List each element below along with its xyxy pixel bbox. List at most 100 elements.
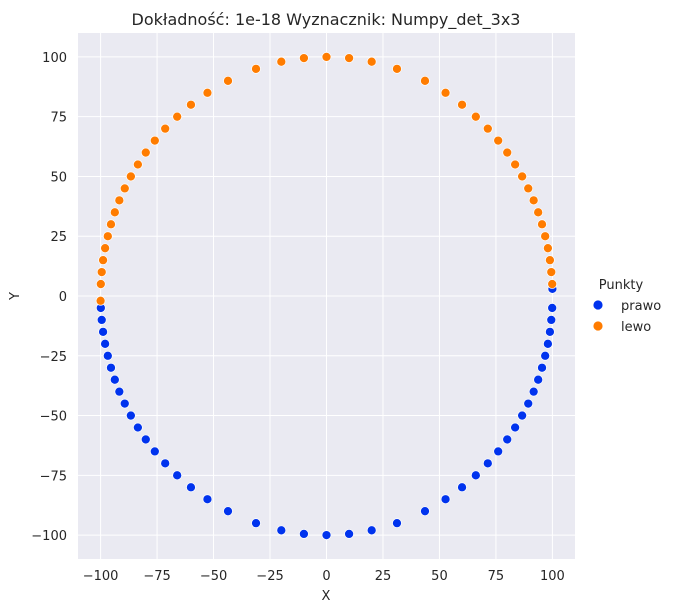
scatter-point-lewo bbox=[149, 135, 160, 146]
scatter-point-lewo bbox=[470, 111, 481, 122]
x-tick-label: 75 bbox=[488, 569, 505, 584]
scatter-point-prawo bbox=[545, 327, 555, 337]
scatter-point-prawo bbox=[276, 525, 287, 536]
x-tick-label: 25 bbox=[375, 569, 392, 584]
scatter-point-lewo bbox=[392, 64, 402, 74]
scatter-point-prawo bbox=[440, 494, 451, 505]
scatter-point-lewo bbox=[545, 255, 555, 265]
scatter-point-lewo bbox=[133, 159, 143, 170]
x-axis-label: X bbox=[322, 589, 331, 604]
scatter-point-lewo bbox=[321, 52, 332, 62]
scatter-point-lewo bbox=[523, 183, 534, 194]
scatter-point-prawo bbox=[100, 338, 110, 349]
scatter-point-prawo bbox=[96, 315, 107, 325]
scatter-point-lewo bbox=[344, 53, 354, 63]
scatter-point-lewo bbox=[546, 267, 557, 277]
scatter-point-prawo bbox=[321, 530, 332, 540]
scatter-point-lewo bbox=[106, 219, 116, 230]
scatter-point-lewo bbox=[114, 195, 125, 206]
scatter-point-lewo bbox=[540, 231, 551, 242]
scatter-point-prawo bbox=[482, 458, 493, 469]
scatter-point-prawo bbox=[537, 362, 547, 373]
scatter-point-lewo bbox=[440, 87, 451, 98]
scatter-point-lewo bbox=[172, 111, 183, 122]
scatter-point-prawo bbox=[543, 338, 553, 349]
scatter-point-lewo bbox=[543, 243, 553, 254]
y-tick-label: 75 bbox=[50, 111, 67, 126]
y-tick-label: −25 bbox=[40, 350, 67, 365]
scatter-point-prawo bbox=[493, 446, 504, 457]
x-tick-label: −25 bbox=[256, 569, 283, 584]
x-tick-label: 0 bbox=[322, 569, 330, 584]
x-tick-label: 50 bbox=[431, 569, 448, 584]
legend-label-prawo: prawo bbox=[621, 299, 661, 314]
scatter-point-prawo bbox=[106, 362, 116, 373]
scatter-point-prawo bbox=[119, 398, 130, 409]
scatter-point-prawo bbox=[546, 315, 557, 325]
scatter-point-prawo bbox=[470, 470, 481, 481]
scatter-point-lewo bbox=[276, 56, 287, 67]
scatter-point-lewo bbox=[547, 279, 558, 289]
scatter-point-prawo bbox=[109, 374, 120, 385]
scatter-point-lewo bbox=[251, 64, 261, 74]
y-tick-label: −100 bbox=[31, 529, 67, 544]
scatter-point-lewo bbox=[119, 183, 130, 194]
scatter-point-prawo bbox=[523, 398, 534, 409]
x-tick-label: −100 bbox=[83, 569, 119, 584]
scatter-point-lewo bbox=[457, 99, 467, 110]
scatter-point-lewo bbox=[510, 159, 520, 170]
scatter-point-prawo bbox=[202, 494, 213, 505]
scatter-point-lewo bbox=[202, 87, 213, 98]
legend-marker-lewo bbox=[592, 320, 604, 332]
scatter-point-lewo bbox=[482, 123, 493, 134]
scatter-point-prawo bbox=[186, 482, 196, 493]
x-tick-label: −75 bbox=[143, 569, 170, 584]
scatter-point-lewo bbox=[493, 135, 504, 146]
x-tick-label: 100 bbox=[540, 569, 565, 584]
scatter-point-lewo bbox=[420, 75, 430, 86]
scatter-point-prawo bbox=[547, 303, 558, 313]
scatter-point-lewo bbox=[517, 171, 527, 182]
x-tick-labels: −100 −75 −50 −25 0 25 50 75 100 bbox=[83, 569, 565, 584]
scatter-point-lewo bbox=[366, 56, 377, 67]
scatter-point-lewo bbox=[95, 295, 106, 306]
scatter-point-prawo bbox=[223, 506, 233, 517]
scatter-point-prawo bbox=[126, 410, 136, 421]
scatter-point-prawo bbox=[172, 470, 183, 481]
scatter-point-prawo bbox=[140, 434, 151, 445]
chart-title: Dokładność: 1e-18 Wyznacznik: Numpy_det_… bbox=[132, 10, 521, 30]
scatter-point-prawo bbox=[299, 529, 309, 539]
y-tick-label: 25 bbox=[50, 230, 67, 245]
scatter-point-lewo bbox=[502, 147, 513, 158]
scatter-point-lewo bbox=[533, 207, 544, 218]
scatter-point-prawo bbox=[149, 446, 160, 457]
scatter-point-lewo bbox=[95, 279, 106, 289]
scatter-point-lewo bbox=[126, 171, 136, 182]
y-tick-label: 100 bbox=[42, 51, 67, 66]
scatter-point-prawo bbox=[133, 422, 143, 433]
scatter-point-lewo bbox=[223, 75, 233, 86]
legend-marker-prawo bbox=[592, 299, 604, 311]
scatter-point-lewo bbox=[109, 207, 120, 218]
scatter-point-lewo bbox=[528, 195, 539, 206]
scatter-point-lewo bbox=[160, 123, 171, 134]
legend: Punkty prawo lewo bbox=[592, 278, 661, 335]
scatter-point-prawo bbox=[502, 434, 513, 445]
scatter-point-prawo bbox=[533, 374, 544, 385]
scatter-point-prawo bbox=[160, 458, 171, 469]
scatter-point-lewo bbox=[140, 147, 151, 158]
scatter-point-lewo bbox=[100, 243, 110, 254]
scatter-point-prawo bbox=[98, 327, 108, 337]
scatter-point-prawo bbox=[517, 410, 527, 421]
y-tick-label: −75 bbox=[40, 469, 67, 484]
y-tick-label: 50 bbox=[50, 170, 67, 185]
scatter-point-prawo bbox=[114, 386, 125, 397]
scatter-point-lewo bbox=[102, 231, 113, 242]
scatter-point-prawo bbox=[457, 482, 467, 493]
scatter-point-lewo bbox=[186, 99, 196, 110]
legend-label-lewo: lewo bbox=[621, 320, 651, 335]
y-axis-label: Y bbox=[8, 292, 23, 301]
y-tick-label: 0 bbox=[59, 290, 67, 305]
scatter-point-prawo bbox=[102, 350, 113, 361]
